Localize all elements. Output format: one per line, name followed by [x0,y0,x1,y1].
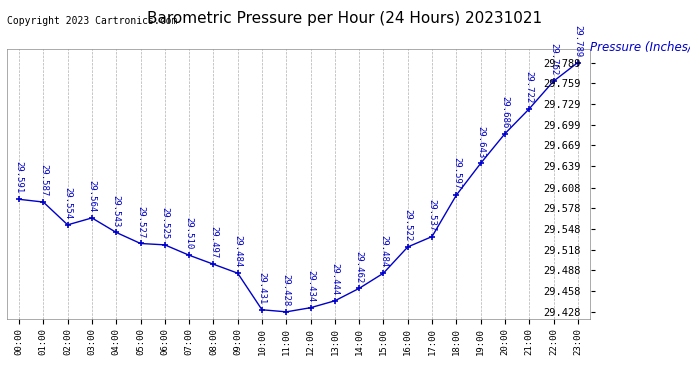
Text: 29.428: 29.428 [282,274,290,306]
Text: 29.722: 29.722 [524,71,534,103]
Text: 29.527: 29.527 [136,206,145,238]
Text: 29.522: 29.522 [403,209,412,242]
Text: 29.525: 29.525 [160,207,169,239]
Text: 29.434: 29.434 [306,270,315,302]
Text: 29.510: 29.510 [185,217,194,250]
Text: 29.789: 29.789 [573,25,582,57]
Text: 29.587: 29.587 [39,164,48,196]
Text: 29.686: 29.686 [500,96,509,128]
Text: Pressure (Inches/Hg): Pressure (Inches/Hg) [590,41,690,54]
Text: 29.643: 29.643 [476,126,485,158]
Text: 29.597: 29.597 [452,158,461,190]
Text: 29.591: 29.591 [14,162,23,194]
Text: 29.444: 29.444 [331,263,339,295]
Text: Copyright 2023 Cartronics.com: Copyright 2023 Cartronics.com [7,16,177,26]
Text: 29.537: 29.537 [428,199,437,231]
Text: 29.762: 29.762 [549,44,558,76]
Text: 29.484: 29.484 [379,236,388,268]
Text: 29.554: 29.554 [63,187,72,219]
Text: 29.484: 29.484 [233,236,242,268]
Text: 29.497: 29.497 [209,226,218,259]
Text: 29.462: 29.462 [355,251,364,283]
Text: 29.543: 29.543 [112,195,121,227]
Text: 29.564: 29.564 [88,180,97,212]
Text: 29.431: 29.431 [257,272,266,304]
Text: Barometric Pressure per Hour (24 Hours) 20231021: Barometric Pressure per Hour (24 Hours) … [148,11,542,26]
